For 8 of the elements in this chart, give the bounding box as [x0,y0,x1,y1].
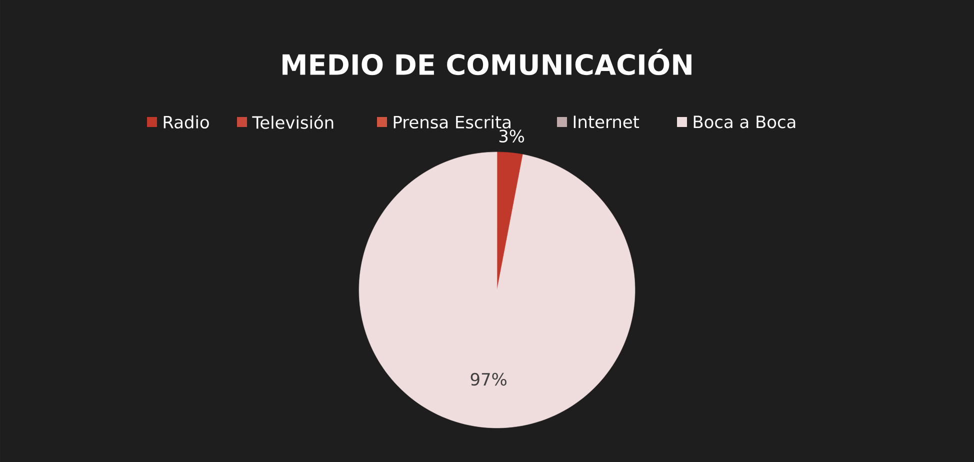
legend-label: Radio [164,115,209,129]
data-label: 97% [470,372,506,386]
legend-label: Televisión [252,115,334,129]
legend-label: Internet [574,116,640,128]
legend-label: Prensa Escrita [394,115,510,129]
data-label: 3% [499,130,524,143]
chart-title: MEDIO DE COMUNICACIÓN [282,48,692,76]
legend-label: Boca a Boca [694,116,796,128]
